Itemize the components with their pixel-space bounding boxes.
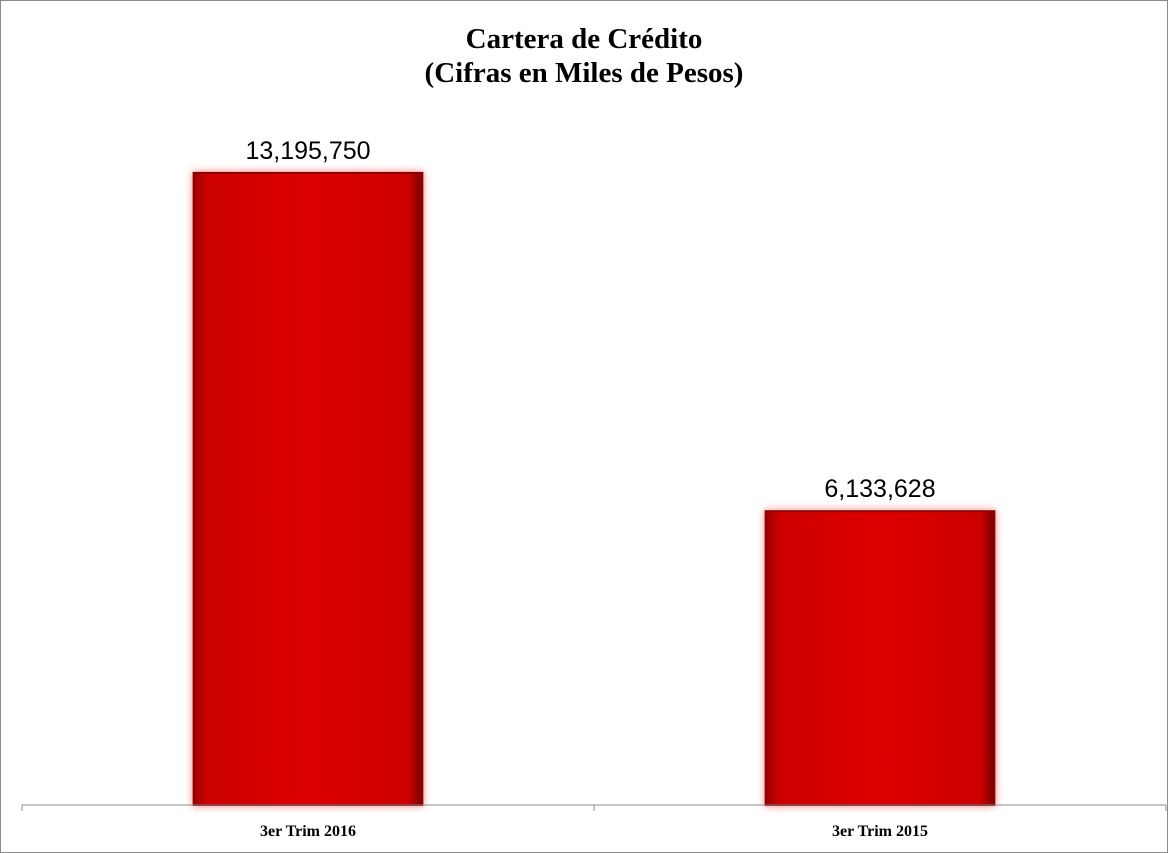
chart-title: Cartera de Crédito bbox=[465, 23, 703, 55]
bar-value-label-0: 13,195,750 bbox=[245, 137, 370, 165]
x-tick-label-0: 3er Trim 2016 bbox=[260, 823, 356, 840]
bar-1 bbox=[764, 510, 996, 806]
chart-title-block: Cartera de Crédito (Cifras en Miles de P… bbox=[0, 22, 1168, 90]
x-tick-labels-group: 3er Trim 2016 3er Trim 2015 bbox=[260, 823, 928, 840]
x-tick-label-1: 3er Trim 2015 bbox=[832, 823, 928, 840]
bars-group bbox=[192, 171, 996, 807]
x-ticks-group bbox=[21, 805, 1167, 811]
bar-value-label-1: 6,133,628 bbox=[824, 475, 935, 503]
bar-labels-group: 13,195,750 6,133,628 bbox=[245, 137, 935, 503]
bar-0 bbox=[192, 171, 424, 807]
chart-subtitle: (Cifras en Miles de Pesos) bbox=[424, 57, 744, 89]
